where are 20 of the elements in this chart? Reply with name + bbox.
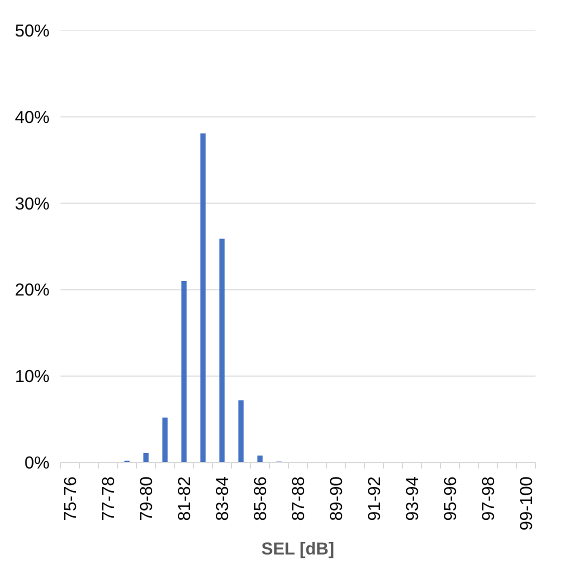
x-tick-label: 75-76 — [60, 476, 80, 521]
x-tick-label: 77-78 — [98, 476, 118, 521]
y-tick-label: 40% — [14, 106, 50, 127]
y-tick-label: 0% — [24, 452, 50, 472]
y-tick-label: 50% — [14, 20, 50, 40]
x-tick-label: 91-92 — [364, 476, 384, 521]
x-tick-label: 83-84 — [212, 476, 232, 521]
x-axis-title: SEL [dB] — [261, 538, 334, 558]
x-tick-label: 89-90 — [326, 476, 346, 521]
x-tick-label: 85-86 — [250, 476, 270, 521]
y-tick-label: 30% — [14, 193, 50, 214]
x-tick-label: 79-80 — [136, 476, 156, 521]
x-tick-label: 99-100 — [516, 476, 536, 530]
y-tick-label: 10% — [14, 366, 50, 386]
x-tick-label: 95-96 — [440, 476, 460, 521]
x-tick-label: 97-98 — [478, 476, 498, 521]
x-tick-label: 93-94 — [402, 476, 422, 521]
x-tick-label: 87-88 — [288, 476, 308, 521]
x-tick-label: 81-82 — [174, 476, 194, 521]
y-tick-label: 20% — [14, 280, 50, 300]
